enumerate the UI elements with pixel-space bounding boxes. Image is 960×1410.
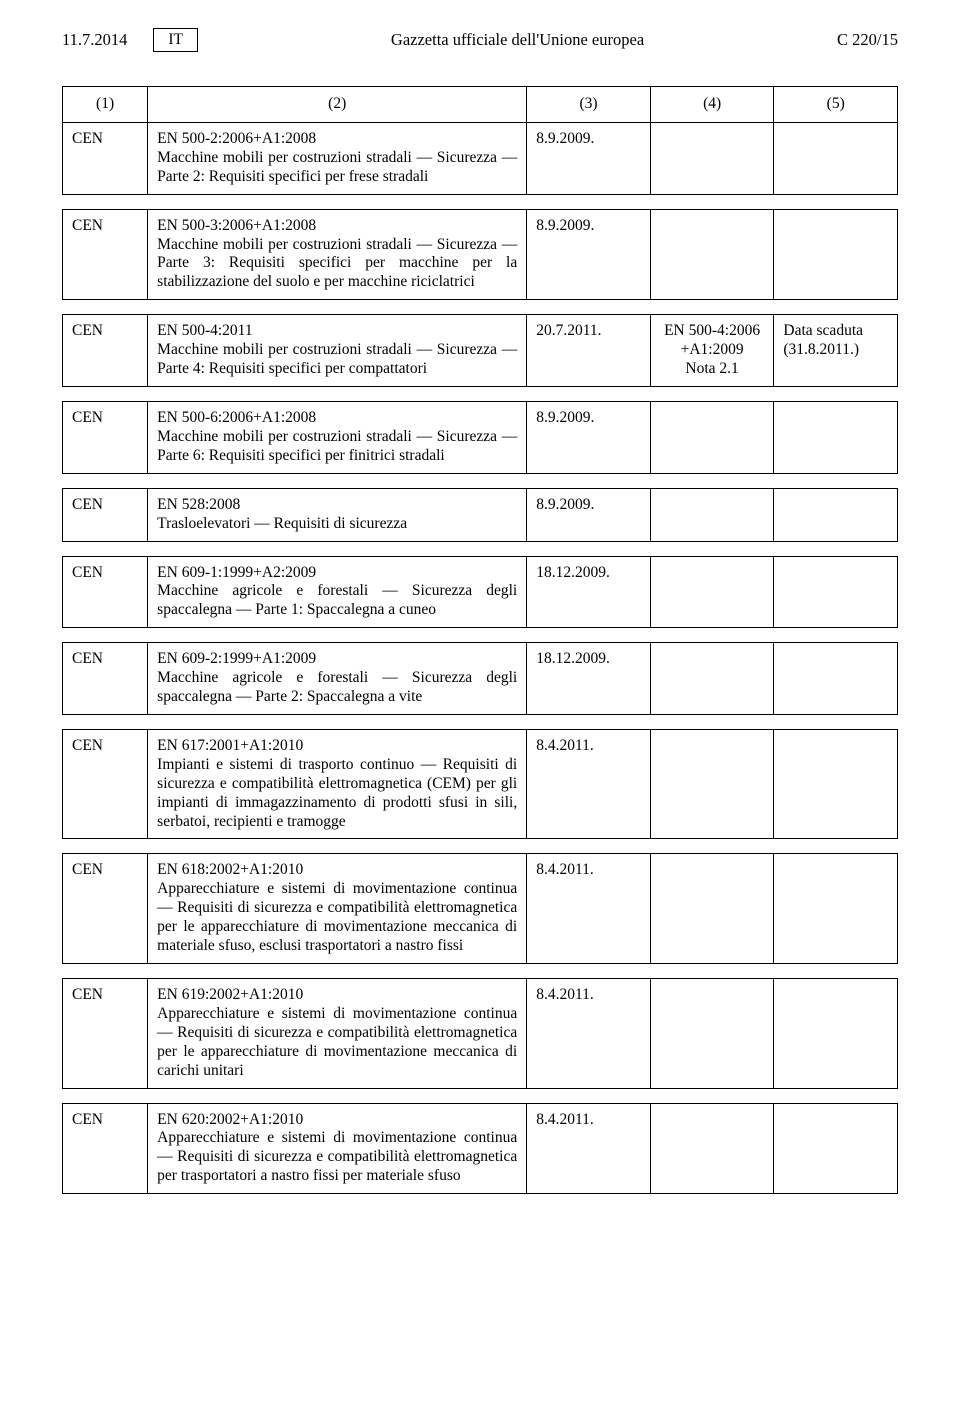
cell-c5: Data scaduta(31.8.2011.): [774, 315, 898, 387]
cell-c2: EN 620:2002+A1:2010Apparecchiature e sis…: [148, 1103, 527, 1194]
table-row: CENEN 500-2:2006+A1:2008Macchine mobili …: [63, 122, 898, 194]
cell-c5: [774, 854, 898, 964]
cell-c2: EN 617:2001+A1:2010Impianti e sistemi di…: [148, 729, 527, 839]
header-title: Gazzetta ufficiale dell'Unione europea: [198, 30, 837, 50]
cell-c4: [650, 488, 774, 541]
cell-c5: [774, 209, 898, 300]
cell-c3: 8.4.2011.: [527, 854, 651, 964]
table-row: CENEN 609-2:1999+A1:2009Macchine agricol…: [63, 643, 898, 715]
cell-c3: 8.9.2009.: [527, 209, 651, 300]
page: 11.7.2014 IT Gazzetta ufficiale dell'Uni…: [0, 0, 960, 1234]
cell-c4: [650, 401, 774, 473]
table-row: CENEN 617:2001+A1:2010Impianti e sistemi…: [63, 729, 898, 839]
cell-c1: CEN: [63, 401, 148, 473]
cell-c4: [650, 854, 774, 964]
lang-badge: IT: [153, 28, 198, 52]
cell-c5: [774, 122, 898, 194]
table-row: CENEN 528:2008Trasloelevatori — Requisit…: [63, 488, 898, 541]
cell-c4: [650, 643, 774, 715]
table-row: CENEN 619:2002+A1:2010Apparecchiature e …: [63, 979, 898, 1089]
cell-c1: CEN: [63, 122, 148, 194]
cell-c2: EN 618:2002+A1:2010Apparecchiature e sis…: [148, 854, 527, 964]
header-left: 11.7.2014 IT: [62, 28, 198, 52]
col-header-4: (4): [650, 87, 774, 123]
table-header-row: (1) (2) (3) (4) (5): [63, 87, 898, 123]
cell-c4: [650, 556, 774, 628]
table-row: CENEN 618:2002+A1:2010Apparecchiature e …: [63, 854, 898, 964]
row-spacer: [63, 194, 898, 209]
cell-c2: EN 609-2:1999+A1:2009Macchine agricole e…: [148, 643, 527, 715]
cell-c2: EN 609-1:1999+A2:2009Macchine agricole e…: [148, 556, 527, 628]
cell-c3: 8.4.2011.: [527, 1103, 651, 1194]
col-header-2: (2): [148, 87, 527, 123]
row-spacer: [63, 473, 898, 488]
cell-c2: EN 500-6:2006+A1:2008Macchine mobili per…: [148, 401, 527, 473]
cell-c4: [650, 1103, 774, 1194]
cell-c1: CEN: [63, 556, 148, 628]
standards-table: (1) (2) (3) (4) (5) CENEN 500-2:2006+A1:…: [62, 86, 898, 1194]
cell-c2: EN 500-4:2011Macchine mobili per costruz…: [148, 315, 527, 387]
page-header: 11.7.2014 IT Gazzetta ufficiale dell'Uni…: [62, 28, 898, 52]
cell-c5: [774, 1103, 898, 1194]
cell-c3: 8.9.2009.: [527, 122, 651, 194]
cell-c1: CEN: [63, 209, 148, 300]
cell-c1: CEN: [63, 1103, 148, 1194]
header-date: 11.7.2014: [62, 30, 127, 50]
cell-c2: EN 500-3:2006+A1:2008Macchine mobili per…: [148, 209, 527, 300]
cell-c3: 8.9.2009.: [527, 401, 651, 473]
cell-c1: CEN: [63, 488, 148, 541]
cell-c5: [774, 556, 898, 628]
cell-c3: 8.4.2011.: [527, 979, 651, 1089]
row-spacer: [63, 839, 898, 854]
cell-c1: CEN: [63, 315, 148, 387]
cell-c1: CEN: [63, 729, 148, 839]
cell-c2: EN 500-2:2006+A1:2008Macchine mobili per…: [148, 122, 527, 194]
row-spacer: [63, 541, 898, 556]
cell-c1: CEN: [63, 854, 148, 964]
table-row: CENEN 609-1:1999+A2:2009Macchine agricol…: [63, 556, 898, 628]
cell-c2: EN 619:2002+A1:2010Apparecchiature e sis…: [148, 979, 527, 1089]
row-spacer: [63, 300, 898, 315]
cell-c4: EN 500-4:2006+A1:2009Nota 2.1: [650, 315, 774, 387]
table-row: CENEN 500-6:2006+A1:2008Macchine mobili …: [63, 401, 898, 473]
table-row: CENEN 500-3:2006+A1:2008Macchine mobili …: [63, 209, 898, 300]
cell-c4: [650, 729, 774, 839]
header-page-ref: C 220/15: [837, 30, 898, 50]
col-header-3: (3): [527, 87, 651, 123]
cell-c5: [774, 729, 898, 839]
row-spacer: [63, 1088, 898, 1103]
cell-c3: 8.9.2009.: [527, 488, 651, 541]
cell-c4: [650, 122, 774, 194]
row-spacer: [63, 628, 898, 643]
cell-c3: 18.12.2009.: [527, 643, 651, 715]
cell-c3: 18.12.2009.: [527, 556, 651, 628]
col-header-1: (1): [63, 87, 148, 123]
cell-c4: [650, 209, 774, 300]
cell-c1: CEN: [63, 643, 148, 715]
row-spacer: [63, 386, 898, 401]
cell-c5: [774, 979, 898, 1089]
cell-c2: EN 528:2008Trasloelevatori — Requisiti d…: [148, 488, 527, 541]
col-header-5: (5): [774, 87, 898, 123]
cell-c5: [774, 643, 898, 715]
table-row: CENEN 620:2002+A1:2010Apparecchiature e …: [63, 1103, 898, 1194]
cell-c5: [774, 488, 898, 541]
row-spacer: [63, 964, 898, 979]
cell-c1: CEN: [63, 979, 148, 1089]
cell-c4: [650, 979, 774, 1089]
row-spacer: [63, 714, 898, 729]
cell-c3: 8.4.2011.: [527, 729, 651, 839]
table-body: CENEN 500-2:2006+A1:2008Macchine mobili …: [63, 122, 898, 1193]
table-row: CENEN 500-4:2011Macchine mobili per cost…: [63, 315, 898, 387]
cell-c3: 20.7.2011.: [527, 315, 651, 387]
cell-c5: [774, 401, 898, 473]
